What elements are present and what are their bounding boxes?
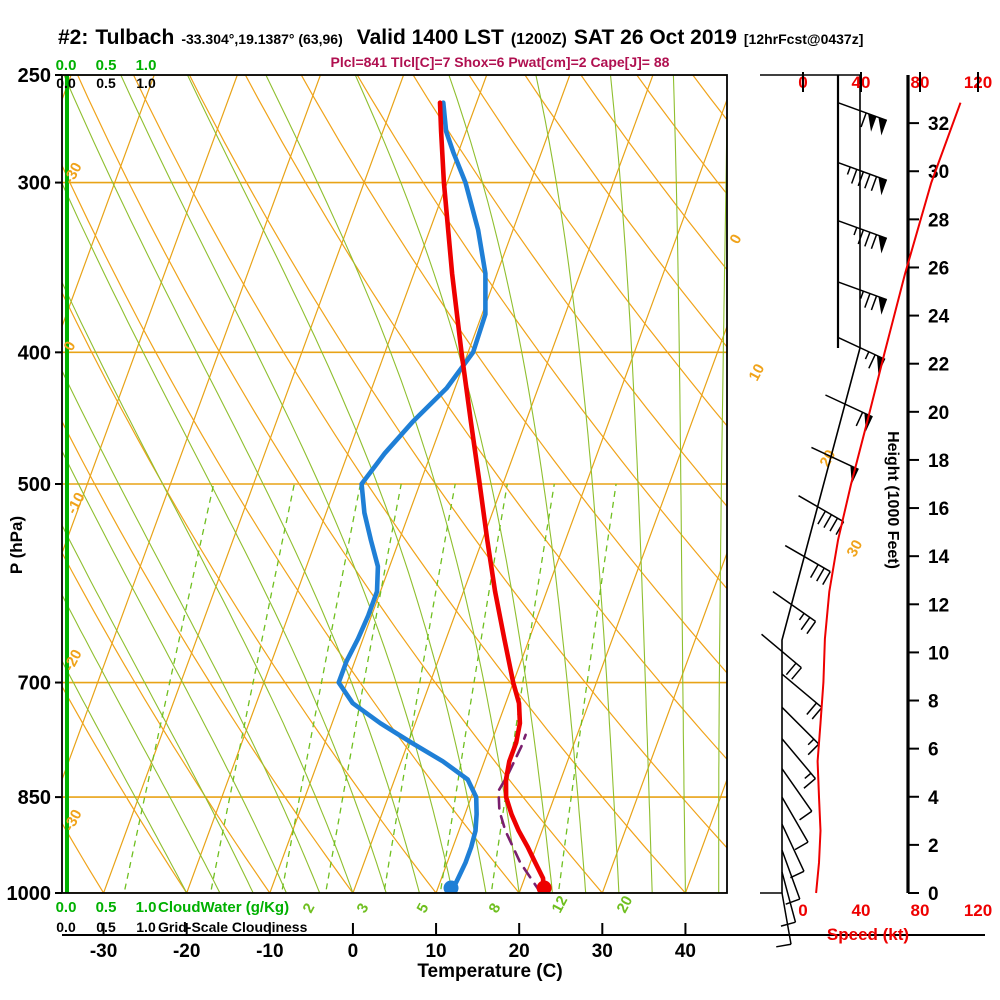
surface-dewpoint-dot — [443, 880, 459, 893]
mixing-ratio-label: 12 — [549, 893, 572, 916]
cloudiness-tick-bottom: 1.0 — [136, 919, 156, 935]
mixing-ratio-label: 2 — [300, 901, 319, 916]
cloudwater-axis-label: CloudWater (g/Kg) — [158, 899, 289, 916]
height-tick-label: 0 — [928, 884, 939, 905]
indices-line: Plcl=841 Tlcl[C]=7 Shox=6 Pwat[cm]=2 Cap… — [331, 54, 670, 70]
height-tick-label: 2 — [928, 836, 939, 857]
cloudwater-tick-top: 0.0 — [56, 57, 77, 74]
pressure-tick-label: 700 — [18, 673, 51, 695]
mixing-ratio-label: 20 — [614, 893, 637, 916]
cloudiness-tick-bottom: 0.0 — [56, 919, 76, 935]
wind-panel-frame — [760, 74, 861, 894]
dry-adiabat-label: -30 — [61, 807, 86, 834]
cloudiness-tick-top: 0.5 — [96, 75, 116, 91]
temperature-tick-label: 0 — [348, 941, 359, 962]
temperature-tick-label: 20 — [509, 941, 530, 962]
header-part: SAT 26 Oct 2019 — [574, 26, 737, 49]
pressure-tick-label: 850 — [18, 787, 51, 809]
header-part: (1200Z) — [511, 31, 567, 48]
height-tick-label: 6 — [928, 740, 939, 761]
temperature-tick-label: -20 — [173, 941, 200, 962]
pressure-tick-label: 250 — [18, 65, 51, 87]
cloudiness-tick-top: 0.0 — [56, 75, 76, 91]
height-axis-label: Height (1000 Feet) — [884, 431, 901, 569]
mixing-ratio-label: 8 — [486, 901, 505, 916]
temperature-curve — [437, 100, 547, 893]
height-tick-label: 20 — [928, 403, 949, 424]
dry-adiabat-label: -20 — [61, 647, 86, 674]
header-part: #2: — [58, 26, 88, 49]
height-tick-label: 8 — [928, 692, 939, 713]
height-tick-label: 22 — [928, 355, 949, 376]
wind-speed-curve — [815, 102, 962, 894]
height-tick-label: 12 — [928, 595, 949, 616]
height-tick-label: 26 — [928, 258, 949, 279]
height-tick-label: 32 — [928, 114, 949, 135]
cloudwater-tick-top: 0.5 — [96, 57, 117, 74]
pressure-tick-label: 400 — [18, 342, 51, 364]
header-part: Valid 1400 LST — [357, 26, 504, 49]
pressure-axis-label: P (hPa) — [7, 516, 26, 574]
height-tick-label: 24 — [928, 307, 950, 328]
height-tick-label: 18 — [928, 451, 949, 472]
pressure-tick-label: 500 — [18, 474, 51, 496]
dry-adiabat-label: 30 — [844, 537, 867, 560]
mixing-ratio-label: 5 — [414, 901, 433, 916]
cloudiness-tick-top: 1.0 — [136, 75, 156, 91]
dry-adiabat-label: 10 — [746, 361, 769, 384]
speed-tick-bottom: 0 — [798, 901, 807, 920]
mixing-ratio-label: 3 — [354, 901, 373, 916]
temperature-tick-label: 40 — [675, 941, 696, 962]
wind-barbs — [761, 101, 888, 948]
temperature-tick-label: -30 — [90, 941, 117, 962]
height-tick-label: 14 — [928, 547, 950, 568]
dry-adiabat-label: 0 — [727, 232, 746, 247]
dewpoint-curve — [336, 100, 488, 893]
cloudiness-axis-label: Grid-Scale Cloudiness — [158, 919, 308, 935]
pressure-tick-label: 1000 — [7, 883, 52, 905]
speed-tick-bottom: 40 — [852, 901, 871, 920]
header-part: Tulbach — [95, 26, 174, 49]
speed-tick-bottom: 120 — [964, 901, 992, 920]
temperature-tick-label: -10 — [256, 941, 283, 962]
temperature-tick-label: 30 — [592, 941, 613, 962]
temperature-axis-label: Temperature (C) — [417, 961, 562, 982]
height-tick-label: 28 — [928, 210, 949, 231]
speed-tick-bottom: 80 — [911, 901, 930, 920]
cloudwater-tick-top: 1.0 — [136, 57, 157, 74]
cloudiness-tick-bottom: 0.5 — [96, 919, 116, 935]
header-part: [12hrFcst@0437z] — [744, 31, 863, 47]
cloudwater-tick-bottom: 0.0 — [56, 899, 77, 916]
temperature-tick-label: 10 — [425, 941, 446, 962]
height-tick-label: 16 — [928, 499, 949, 520]
pressure-tick-label: 300 — [18, 173, 51, 195]
height-tick-label: 10 — [928, 643, 949, 664]
height-tick-label: 4 — [928, 788, 939, 809]
parcel-path — [497, 733, 543, 893]
surface-temperature-dot — [536, 880, 552, 893]
header-part: -33.304°,19.1387° (63,96) — [181, 31, 342, 47]
speed-axis-label: Speed (kt) — [827, 925, 909, 944]
cloudwater-tick-bottom: 1.0 — [136, 899, 157, 916]
cloudwater-tick-bottom: 0.5 — [96, 899, 117, 916]
